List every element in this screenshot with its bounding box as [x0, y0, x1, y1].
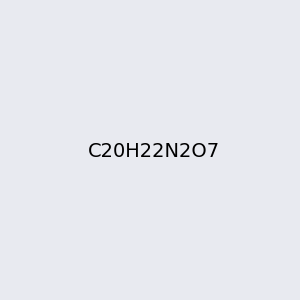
Text: C20H22N2O7: C20H22N2O7: [88, 142, 220, 161]
